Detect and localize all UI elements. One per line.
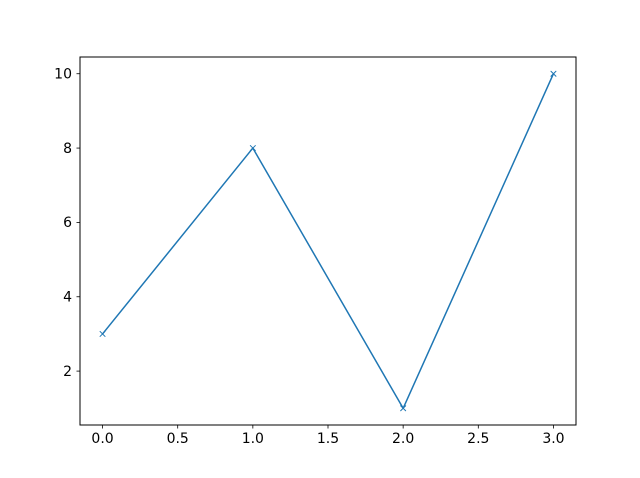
marker-stroke [249,145,256,152]
marker-stroke [99,330,106,337]
data-point-marker [99,330,106,337]
data-point-marker [400,405,407,412]
x-axis-tick-label: 1.5 [317,431,339,447]
x-axis-tick-label: 2.5 [467,431,489,447]
data-point-marker [249,145,256,152]
y-axis-tick-label: 10 [54,66,72,82]
axes-spines [79,56,577,426]
y-axis-tick-label: 4 [63,290,72,306]
x-axis-tick-label: 1.0 [242,431,264,447]
marker-stroke [550,70,557,77]
y-axis-tick-label: 2 [63,364,72,380]
y-axis-tick-label: 8 [63,141,72,157]
x-axis-tick-label: 0.5 [167,431,189,447]
data-line [101,72,555,410]
data-point-marker [550,70,557,77]
x-axis-tick-label: 2.0 [392,431,414,447]
x-axis-tick-label: 0.0 [91,431,113,447]
marker-stroke [400,405,407,412]
x-axis-tick-label: 3.0 [542,431,564,447]
y-axis-tick-label: 6 [63,215,72,231]
